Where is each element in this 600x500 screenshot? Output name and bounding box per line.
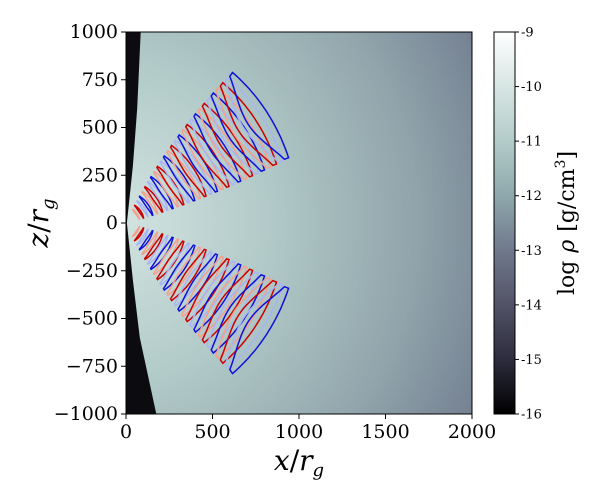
y-tick-label: −1000: [54, 403, 118, 425]
colorbar: [493, 31, 516, 415]
contour-line: [177, 133, 219, 193]
colorbar-tick-label: -15: [521, 353, 542, 368]
contour-line: [201, 268, 254, 344]
contour-line: [166, 246, 202, 297]
contour-line: [201, 102, 254, 178]
contour-line: [143, 233, 164, 261]
contour-line: [169, 248, 207, 302]
y-axis-ticks: 1000 750 500 250 0 −250 −500 −750 −1000: [54, 21, 126, 425]
contour-line: [210, 91, 266, 173]
contour-line: [159, 242, 191, 286]
x-axis-ticks: 0 500 1000 1500 2000: [120, 414, 496, 443]
x-tick-label: 2000: [448, 421, 496, 443]
contour-line: [169, 144, 207, 198]
contour-line: [138, 195, 154, 217]
contour-line: [219, 81, 278, 167]
contour-line: [135, 228, 149, 247]
colorbar-label: logρ[g/cm3]: [553, 151, 580, 295]
contour-line: [135, 199, 149, 218]
contour-line: [205, 271, 260, 349]
colorbar-tick-label: -12: [521, 189, 542, 204]
contour-line: [149, 175, 175, 210]
x-tick-label: 1000: [275, 421, 323, 443]
contour-line: [166, 149, 202, 200]
y-tick-label: 1000: [70, 21, 118, 43]
contour-line: [224, 76, 284, 164]
contour-line: [141, 231, 159, 256]
plot-area: [126, 32, 472, 414]
contour-line: [133, 226, 145, 242]
contour-line: [162, 244, 196, 292]
contour-line: [193, 112, 242, 183]
y-tick-label: 500: [82, 117, 118, 139]
contour-line: [205, 97, 260, 175]
colorbar-tick-label: -13: [521, 244, 542, 259]
contour-line: [224, 282, 284, 370]
contour-line: [210, 273, 266, 355]
contour-line: [146, 180, 169, 212]
contour-line: [146, 234, 169, 266]
y-tick-label: 0: [106, 212, 118, 234]
contour-line: [159, 160, 191, 204]
contour-line: [162, 154, 196, 202]
contour-line: [131, 208, 141, 221]
contour-line: [228, 71, 290, 161]
contour-line: [219, 279, 278, 365]
low-density-funnel: [126, 32, 157, 414]
contour-line: [143, 185, 164, 213]
contour-line: [177, 253, 219, 313]
contour-line: [197, 107, 248, 181]
contour-line: [197, 265, 248, 339]
contour-line: [193, 263, 242, 334]
colorbar-tick-label: -16: [521, 408, 542, 423]
x-axis-label: x/rg: [274, 444, 324, 481]
y-tick-label: −500: [66, 308, 118, 330]
contour-line: [131, 225, 141, 238]
contour-line: [181, 128, 225, 191]
field-contours: [131, 71, 290, 375]
contour-line: [149, 236, 175, 271]
contour-line: [133, 204, 145, 220]
y-tick-label: −750: [66, 355, 118, 377]
colorbar-tick-label: -10: [521, 80, 542, 95]
contour-line: [228, 285, 290, 375]
x-tick-label: 1500: [361, 421, 409, 443]
y-tick-label: 750: [82, 69, 118, 91]
contour-line: [181, 255, 225, 318]
contour-line: [173, 139, 213, 196]
colorbar-tick-label: -9: [521, 26, 534, 41]
y-tick-label: −250: [66, 260, 118, 282]
colorbar-ticks: -9 -10 -11 -12 -13 -14 -15 -16: [515, 26, 542, 423]
contour-line: [138, 229, 154, 251]
x-tick-label: 0: [120, 421, 132, 443]
y-axis-label: z/rg: [22, 198, 59, 248]
contour-line: [173, 250, 213, 307]
colorbar-tick-label: -14: [521, 298, 542, 313]
colorbar-tick-label: -11: [521, 135, 542, 150]
x-tick-label: 500: [194, 421, 230, 443]
density-disk-glow: [126, 32, 472, 414]
contour-line: [141, 190, 159, 215]
y-tick-label: 250: [82, 164, 118, 186]
